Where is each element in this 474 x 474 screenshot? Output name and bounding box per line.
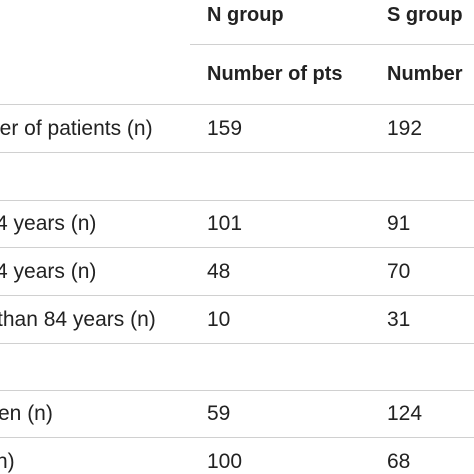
row-divider [0, 152, 474, 153]
row-value-n: 101 [207, 212, 243, 235]
row-divider [0, 437, 474, 438]
row-value-n: 100 [207, 450, 243, 473]
subheader-n: Number of pts [207, 63, 343, 85]
row-divider [0, 390, 474, 391]
header-s-group: S group [387, 4, 463, 26]
row-label: n) [0, 450, 15, 473]
row-value-s: 124 [387, 402, 423, 425]
header-n-group: N group [207, 4, 284, 26]
row-value-n: 59 [207, 402, 231, 425]
row-divider [0, 104, 474, 105]
row-value-n: 10 [207, 308, 231, 331]
row-label: 4 years (n) [0, 212, 97, 235]
row-label: than 84 years (n) [0, 308, 156, 331]
row-value-s: 91 [387, 212, 411, 235]
row-value-s: 70 [387, 260, 411, 283]
row-value-s: 31 [387, 308, 411, 331]
row-value-n: 159 [207, 117, 243, 140]
row-value-n: 48 [207, 260, 231, 283]
row-divider [0, 200, 474, 201]
row-divider [0, 295, 474, 296]
row-divider [0, 343, 474, 344]
row-value-s: 192 [387, 117, 423, 140]
row-label: en (n) [0, 402, 53, 425]
row-value-s: 68 [387, 450, 411, 473]
row-label: 4 years (n) [0, 260, 97, 283]
subheader-s: Number [387, 63, 463, 85]
row-divider [0, 247, 474, 248]
row-label: ber of patients (n) [0, 117, 153, 140]
header-rule [190, 44, 474, 45]
